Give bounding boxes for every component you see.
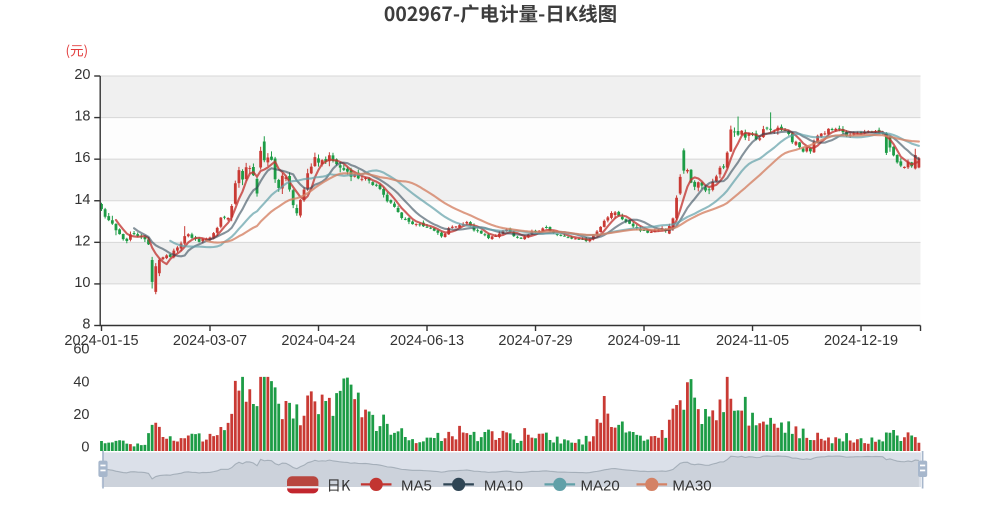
svg-text:2024-01-15: 2024-01-15 bbox=[64, 333, 138, 349]
svg-text:MA20: MA20 bbox=[581, 478, 620, 495]
svg-text:14: 14 bbox=[74, 192, 90, 208]
svg-text:2024-06-13: 2024-06-13 bbox=[390, 333, 464, 349]
svg-text:MA30: MA30 bbox=[672, 478, 711, 495]
svg-text:2024-04-24: 2024-04-24 bbox=[281, 333, 355, 349]
svg-text:0: 0 bbox=[81, 440, 89, 456]
svg-text:16: 16 bbox=[74, 150, 90, 166]
svg-text:10: 10 bbox=[74, 275, 90, 291]
svg-text:8: 8 bbox=[82, 317, 90, 333]
svg-text:MA5: MA5 bbox=[401, 478, 432, 495]
svg-text:60: 60 bbox=[73, 342, 89, 358]
svg-text:2024-07-29: 2024-07-29 bbox=[498, 333, 572, 349]
svg-text:MA10: MA10 bbox=[484, 478, 523, 495]
svg-text:20: 20 bbox=[73, 407, 89, 423]
svg-text:2024-09-11: 2024-09-11 bbox=[607, 333, 680, 349]
svg-text:40: 40 bbox=[73, 374, 89, 390]
svg-text:2024-12-19: 2024-12-19 bbox=[824, 333, 898, 349]
svg-text:20: 20 bbox=[74, 67, 90, 83]
svg-text:12: 12 bbox=[74, 233, 90, 249]
svg-text:2024-11-05: 2024-11-05 bbox=[716, 333, 789, 349]
svg-text:18: 18 bbox=[74, 109, 90, 125]
svg-text:2024-03-07: 2024-03-07 bbox=[173, 333, 247, 349]
